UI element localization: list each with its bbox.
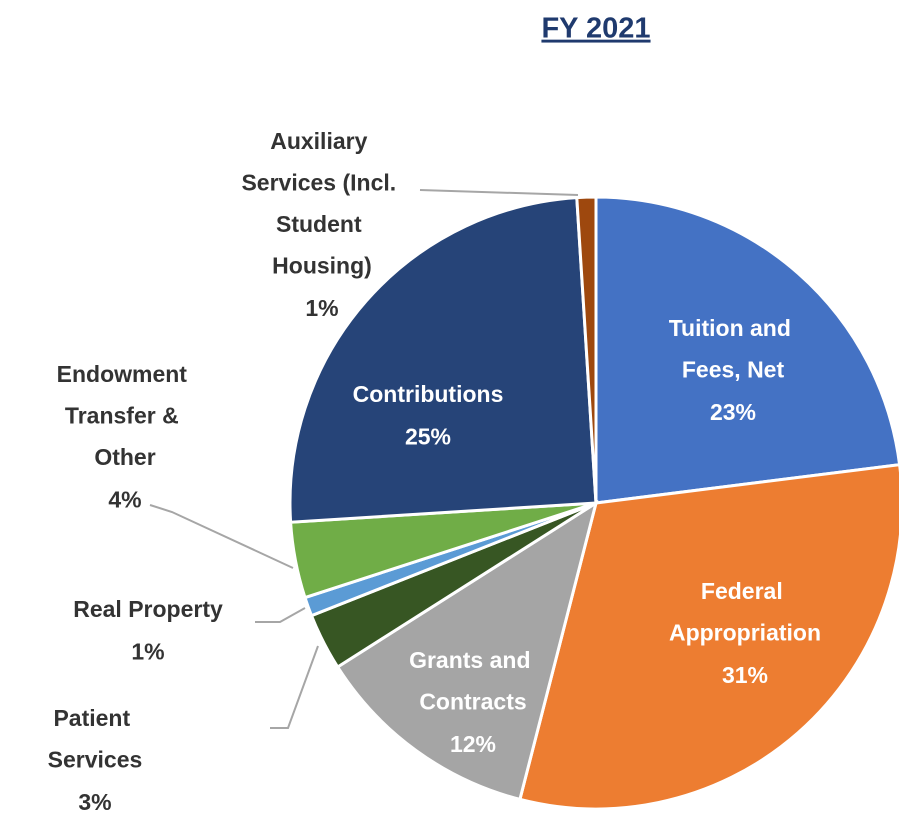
label-line: Real Property xyxy=(73,596,223,622)
pie-slice xyxy=(335,499,599,802)
value-label: 1% xyxy=(131,639,164,665)
label-line: Patient xyxy=(53,705,136,731)
slice-label: Patient Services xyxy=(48,705,143,773)
label-line: Tuition and xyxy=(669,315,798,341)
label-line: Other xyxy=(94,444,155,470)
label-line: Auxiliary xyxy=(270,128,374,154)
pie-slice xyxy=(594,195,899,505)
slice-label: Real Property xyxy=(73,596,223,622)
label-line: Housing) xyxy=(272,253,372,279)
slice-label: Auxiliary Services (Incl. Student Housin… xyxy=(241,128,402,279)
slice-label: Tuition and Fees, Net xyxy=(669,315,798,383)
label-line: Services (Incl. xyxy=(241,170,402,196)
value-label: 12% xyxy=(450,731,496,757)
leader-line xyxy=(149,504,294,569)
label-line: Transfer & xyxy=(65,403,185,429)
slice-label: Contributions xyxy=(353,381,504,407)
label-line: Contracts xyxy=(419,689,526,715)
pie-slice xyxy=(575,195,598,504)
slice-label: Endowment Transfer & Other xyxy=(57,361,194,470)
leader-line xyxy=(255,607,306,623)
value-label: 23% xyxy=(710,399,756,425)
value-label: 1% xyxy=(305,295,338,321)
leader-line xyxy=(419,189,579,196)
leader-line xyxy=(270,645,319,729)
value-label: 31% xyxy=(722,662,768,688)
slice-label: Grants and Contracts xyxy=(409,647,537,715)
label-line: Appropriation xyxy=(669,620,821,646)
label-line: Endowment xyxy=(57,361,194,387)
label-line: Contributions xyxy=(353,381,504,407)
chart-title: FY 2021 xyxy=(541,13,650,45)
pie xyxy=(288,195,899,811)
value-label: 3% xyxy=(78,789,111,815)
label-line: Federal xyxy=(701,578,789,604)
label-line: Fees, Net xyxy=(682,357,785,383)
value-label: 4% xyxy=(108,487,141,513)
value-label: 25% xyxy=(405,424,451,450)
label-line: Services xyxy=(48,747,143,773)
pie-slice xyxy=(288,196,598,524)
label-line: Grants and xyxy=(409,647,537,673)
labels: Tuition and Fees, Net 23% Federal Appropri… xyxy=(48,128,821,815)
slice-label: Federal Appropriation xyxy=(669,578,821,646)
label-line: Student xyxy=(276,211,368,237)
pie-slice xyxy=(518,463,899,811)
